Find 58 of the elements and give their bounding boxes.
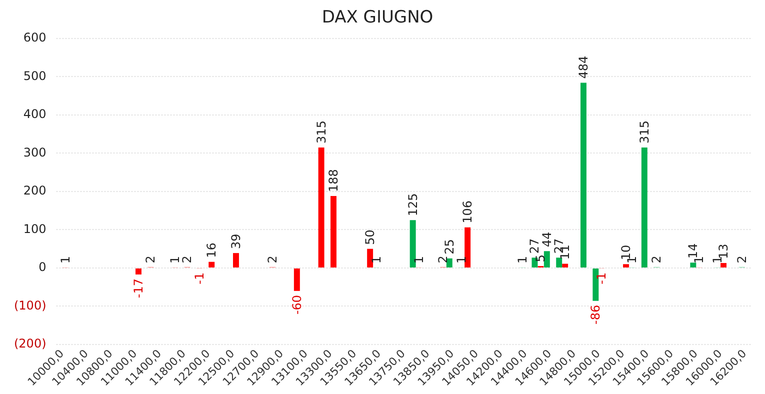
data-label: 1: [369, 256, 384, 264]
data-label: 1: [412, 256, 426, 264]
y-tick-label: 600: [23, 30, 46, 45]
bar: [562, 264, 568, 268]
chart-title: DAX GIUGNO: [322, 8, 434, 28]
bar: [330, 196, 336, 268]
data-label: 125: [406, 193, 420, 216]
y-tick-label: (100): [14, 298, 46, 312]
bar: [641, 147, 648, 268]
y-tick-label: 200: [23, 184, 46, 198]
bar: [208, 262, 215, 268]
bar: [294, 268, 300, 291]
data-label: 1: [58, 256, 72, 264]
data-label: 2: [266, 256, 280, 264]
data-label: 1: [516, 256, 530, 264]
y-tick-label: 0: [38, 260, 46, 274]
data-label: -17: [131, 278, 146, 298]
bar: [720, 263, 726, 268]
y-tick-label: (200): [14, 336, 46, 351]
data-label: 2: [734, 256, 749, 264]
data-label: -60: [290, 294, 304, 315]
y-tick-label: 100: [23, 222, 46, 236]
data-label: 2: [650, 256, 664, 264]
data-label: -1: [594, 272, 609, 284]
data-label: 315: [314, 120, 328, 144]
bar: [233, 253, 239, 268]
bar: [367, 248, 374, 268]
bar: [690, 262, 696, 268]
data-label: 315: [637, 120, 652, 144]
data-label: 25: [442, 239, 456, 254]
data-label: 50: [363, 230, 378, 245]
y-tick-label: 300: [23, 145, 46, 160]
bar: [556, 258, 562, 268]
y-tick-label: 400: [23, 107, 46, 122]
bar: [623, 264, 629, 268]
data-label: 5: [534, 254, 548, 262]
data-label: 1: [168, 256, 182, 264]
bar: [410, 220, 416, 268]
bar: [544, 251, 550, 268]
data-label: 2: [144, 256, 158, 264]
bar: [318, 147, 324, 268]
bar: [135, 268, 142, 274]
bar: [464, 227, 471, 268]
bar: [446, 258, 452, 268]
data-label: 44: [540, 232, 554, 248]
data-label: -1: [192, 272, 206, 284]
data-label: 39: [228, 234, 243, 250]
data-label: 484: [576, 56, 590, 79]
data-label: 188: [326, 169, 340, 192]
data-label: 2: [436, 256, 450, 264]
y-tick-label: 500: [23, 68, 46, 83]
data-label: 27: [528, 238, 542, 254]
data-label: 2: [180, 256, 194, 264]
data-label: 106: [460, 200, 475, 224]
data-label: 1: [454, 256, 469, 264]
data-label: 16: [204, 242, 219, 258]
bar: [580, 82, 586, 268]
data-label: -86: [588, 304, 603, 324]
